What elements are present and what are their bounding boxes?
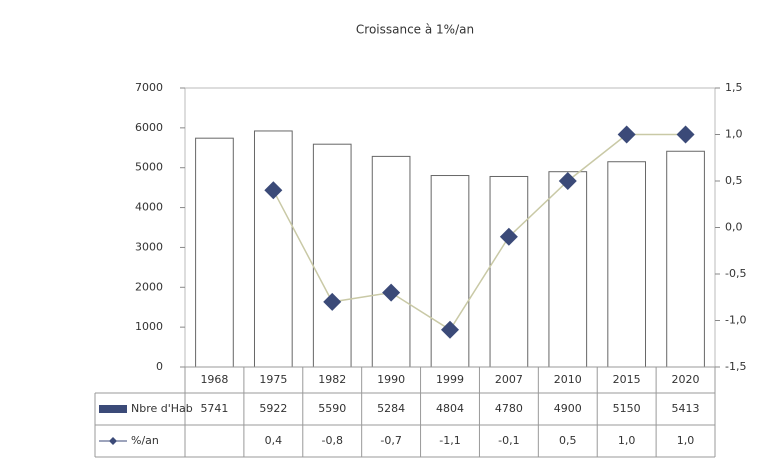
x-tick-label: 1982 xyxy=(318,373,346,386)
x-tick-label: 2015 xyxy=(613,373,641,386)
y-tick-label: 0 xyxy=(156,360,163,373)
table-value: -0,8 xyxy=(321,434,342,447)
table-value: 4900 xyxy=(554,402,582,415)
bar xyxy=(607,161,647,368)
y-tick-label: 5000 xyxy=(135,161,163,174)
y-tick-label: 6000 xyxy=(135,121,163,134)
table-value: 0,5 xyxy=(559,434,577,447)
y2-tick-label: 1,5 xyxy=(725,81,743,94)
bar xyxy=(489,175,529,368)
x-tick-label: 1990 xyxy=(377,373,405,386)
table-value: 5150 xyxy=(613,402,641,415)
marker xyxy=(499,227,518,246)
x-tick-label: 2020 xyxy=(672,373,700,386)
table-value: -0,7 xyxy=(380,434,401,447)
table-value: -0,1 xyxy=(498,434,519,447)
y-tick-label: 3000 xyxy=(135,240,163,253)
marker xyxy=(676,125,695,144)
line xyxy=(272,133,686,331)
x-tick-label: 2007 xyxy=(495,373,523,386)
y2-tick-label: -1,5 xyxy=(725,360,746,373)
bar xyxy=(371,155,411,368)
x-tick-label: 1999 xyxy=(436,373,464,386)
legend-swatch xyxy=(99,405,127,413)
bar xyxy=(253,130,293,368)
marker xyxy=(617,125,636,144)
table-value: 0,4 xyxy=(265,434,283,447)
table-value: 5922 xyxy=(259,402,287,415)
x-tick-label: 1975 xyxy=(259,373,287,386)
y2-tick-label: 1,0 xyxy=(725,128,743,141)
y-tick-label: 2000 xyxy=(135,280,163,293)
marker xyxy=(558,172,577,190)
bar xyxy=(195,137,234,368)
table-value: 4780 xyxy=(495,402,523,415)
bar xyxy=(312,143,352,368)
chart-title: Croissance à 1%/an xyxy=(356,23,474,37)
y2-tick-label: -1,0 xyxy=(725,314,746,327)
table-value: 1,0 xyxy=(677,434,695,447)
marker xyxy=(264,181,283,200)
table-value: 1,0 xyxy=(618,434,636,447)
y-tick-label: 7000 xyxy=(135,81,163,94)
marker xyxy=(382,283,401,302)
x-tick-label: 2010 xyxy=(554,373,582,386)
table-value: 5590 xyxy=(318,402,346,415)
marker xyxy=(323,292,342,311)
legend-label: Nbre d'Hab xyxy=(131,402,193,415)
y2-tick-label: 0,5 xyxy=(725,174,743,187)
y-tick-label: 1000 xyxy=(135,320,163,333)
bar xyxy=(548,171,588,368)
table-value: 5741 xyxy=(200,402,228,415)
table-value: 5413 xyxy=(672,402,700,415)
y-tick-label: 4000 xyxy=(135,201,163,214)
table-value: 4804 xyxy=(436,402,464,415)
legend-marker xyxy=(109,437,117,445)
table-value: 5284 xyxy=(377,402,405,415)
table-value: -1,1 xyxy=(439,434,460,447)
bar xyxy=(666,150,705,368)
y2-tick-label: 0,0 xyxy=(725,221,743,234)
marker xyxy=(441,320,459,339)
legend-label: %/an xyxy=(131,434,159,447)
y2-tick-label: -0,5 xyxy=(725,267,746,280)
x-tick-label: 1968 xyxy=(200,373,228,386)
